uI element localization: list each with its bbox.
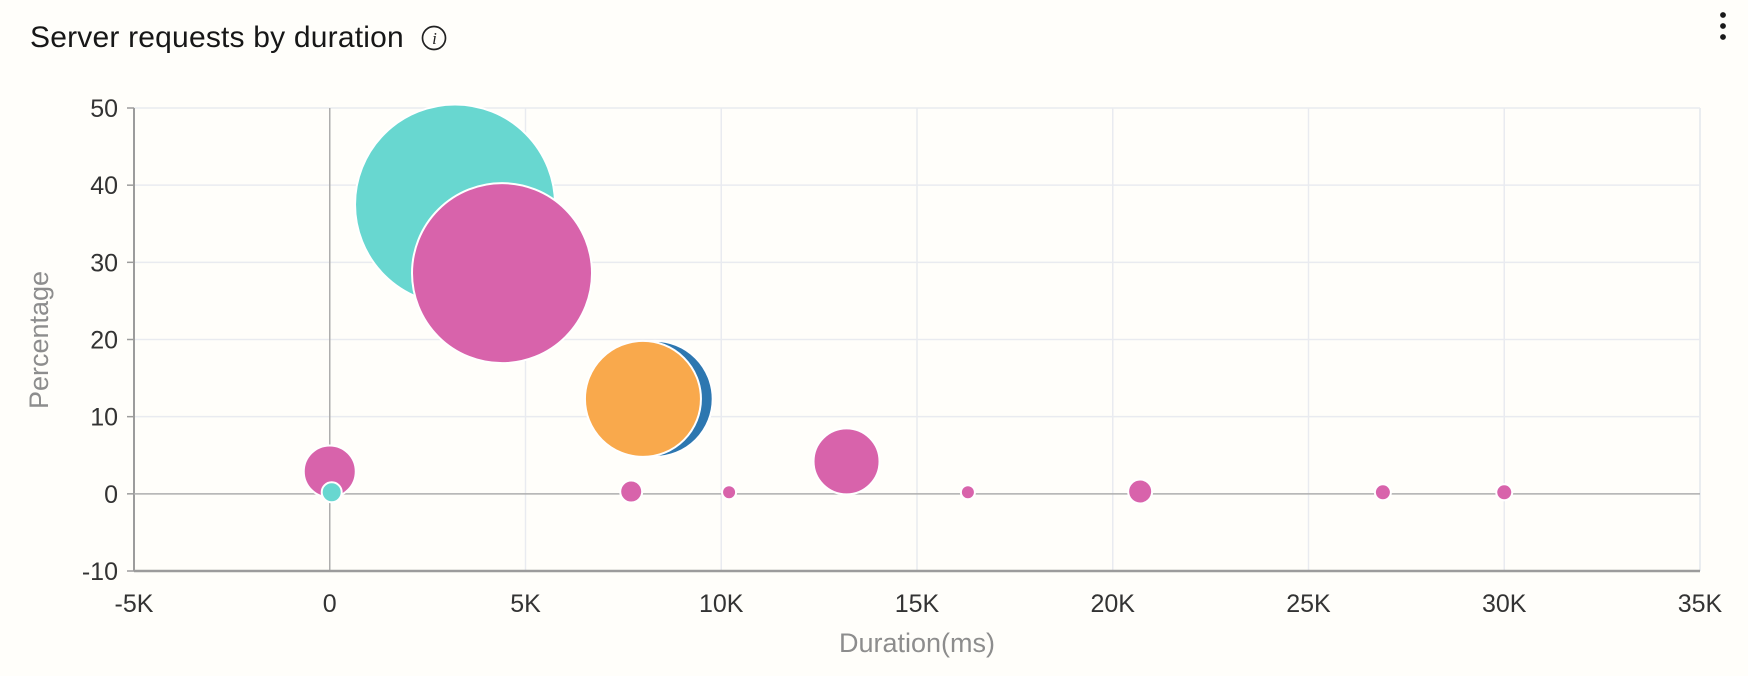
info-icon: i xyxy=(420,24,448,52)
x-tick-label: 0 xyxy=(323,590,337,618)
x-tick-label: 35K xyxy=(1678,590,1723,618)
y-tick-label: 40 xyxy=(90,172,118,200)
x-tick-label: -5K xyxy=(115,590,154,618)
widget-header: Server requests by duration i xyxy=(30,14,1736,62)
bubble-pink[interactable] xyxy=(812,427,881,496)
y-tick-label: 20 xyxy=(90,327,118,355)
bubble-pink[interactable] xyxy=(411,182,594,365)
x-tick-label: 5K xyxy=(510,590,541,618)
bubble-pink[interactable] xyxy=(1127,478,1154,505)
axes xyxy=(127,107,1700,573)
kebab-menu-icon xyxy=(1717,8,1729,44)
bubble-pink[interactable] xyxy=(1373,483,1392,502)
bubbles xyxy=(302,103,1514,505)
bubble-teal[interactable] xyxy=(320,481,343,504)
bubble-pink[interactable] xyxy=(619,479,644,504)
bubble-orange[interactable] xyxy=(583,339,702,458)
x-axis-title: Duration(ms) xyxy=(839,628,995,658)
bubble-pink[interactable] xyxy=(721,484,738,501)
y-axis-title: Percentage xyxy=(24,271,54,409)
x-tick-label: 25K xyxy=(1286,590,1331,618)
y-tick-label: 0 xyxy=(104,481,118,509)
kebab-menu-button[interactable] xyxy=(1704,2,1742,50)
y-tick-label: 10 xyxy=(90,404,118,432)
tick-labels: -5K 0 5K 10K 15K 20K 25K 30K 35K -10 0 10 20 30 40 50 xyxy=(82,95,1723,618)
page-title: Server requests by duration xyxy=(30,21,404,54)
bubble-pink[interactable] xyxy=(959,484,976,501)
x-tick-label: 10K xyxy=(699,590,744,618)
info-button[interactable]: i xyxy=(420,24,448,52)
x-tick-label: 20K xyxy=(1091,590,1136,618)
bubble-pink[interactable] xyxy=(1495,483,1514,502)
y-tick-label: -10 xyxy=(82,558,118,586)
y-tick-label: 50 xyxy=(90,95,118,123)
y-tick-label: 30 xyxy=(90,249,118,277)
x-tick-label: 30K xyxy=(1482,590,1527,618)
x-tick-label: 15K xyxy=(895,590,940,618)
svg-text:i: i xyxy=(432,29,437,48)
